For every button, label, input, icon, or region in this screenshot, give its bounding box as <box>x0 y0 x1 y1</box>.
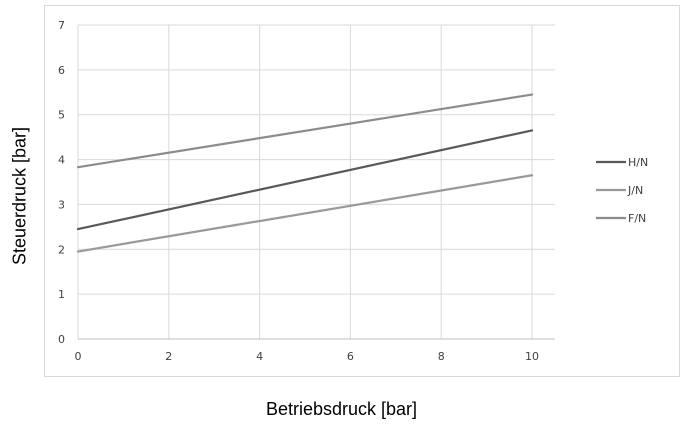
x-axis-title: Betriebsdruck [bar] <box>265 399 418 419</box>
y-tick-label: 4 <box>58 154 65 167</box>
y-tick-label: 3 <box>58 198 65 211</box>
y-axis-title-wrap: Steuerdruck [bar] <box>0 0 30 265</box>
y-tick-label: 2 <box>58 243 65 256</box>
x-tick-label: 0 <box>75 350 82 363</box>
legend: H/N J/N F/N <box>596 156 648 225</box>
x-tick-label: 8 <box>438 350 445 363</box>
y-tick-label: 5 <box>58 109 65 122</box>
legend-label-1: J/N <box>627 184 643 197</box>
x-tick-label: 4 <box>256 350 263 363</box>
y-tick-label: 7 <box>58 19 65 32</box>
legend-label-0: H/N <box>628 156 648 169</box>
x-tick-label: 6 <box>347 350 354 363</box>
axis-layer: 0 1 2 3 4 5 6 7 0 2 4 6 8 10 <box>58 19 555 363</box>
grid-layer <box>77 24 555 339</box>
series-line-0 <box>76 129 534 231</box>
y-tick-label: 1 <box>58 288 65 301</box>
series-line-1 <box>76 174 534 253</box>
legend-label-2: F/N <box>628 212 646 225</box>
x-tick-label: 2 <box>165 350 172 363</box>
series-layer <box>76 93 534 253</box>
chart-area <box>44 5 680 377</box>
y-tick-label: 6 <box>58 64 65 77</box>
y-tick-label: 0 <box>58 333 65 346</box>
y-axis-title: Steuerdruck [bar] <box>9 126 30 266</box>
x-tick-label: 10 <box>525 350 539 363</box>
series-line-2 <box>76 93 534 169</box>
